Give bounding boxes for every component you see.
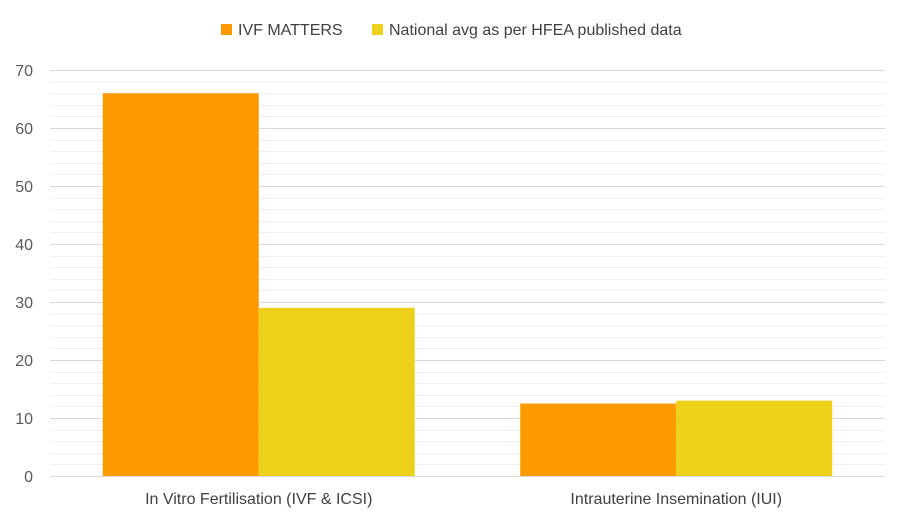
y-tick-label: 70 bbox=[15, 63, 33, 80]
y-tick-label: 20 bbox=[15, 353, 33, 370]
category-label-ivf-icsi: In Vitro Fertilisation (IVF & ICSI) bbox=[145, 491, 372, 508]
legend-swatch-national-avg bbox=[372, 24, 383, 35]
legend-label-national-avg: National avg as per HFEA published data bbox=[389, 22, 682, 39]
y-tick-label: 50 bbox=[15, 179, 33, 196]
bar-ivf-matters-1 bbox=[520, 403, 677, 476]
bars bbox=[102, 93, 833, 476]
y-axis-tick-labels: 0 10 20 30 40 50 60 70 bbox=[15, 63, 33, 486]
legend-label-ivf-matters: IVF MATTERS bbox=[238, 22, 343, 39]
bar-national-avg-0 bbox=[258, 307, 415, 476]
category-label-iui: Intrauterine Insemination (IUI) bbox=[570, 491, 782, 508]
y-tick-label: 30 bbox=[15, 295, 33, 312]
legend-swatch-ivf-matters bbox=[221, 24, 232, 35]
y-tick-label: 0 bbox=[24, 469, 33, 486]
x-axis-category-labels: In Vitro Fertilisation (IVF & ICSI) Intr… bbox=[145, 491, 782, 508]
y-tick-label: 40 bbox=[15, 237, 33, 254]
bar-national-avg-1 bbox=[676, 400, 833, 476]
legend: IVF MATTERS National avg as per HFEA pub… bbox=[221, 22, 682, 39]
y-tick-label: 10 bbox=[15, 411, 33, 428]
y-tick-label: 60 bbox=[15, 121, 33, 138]
bar-ivf-matters-0 bbox=[102, 93, 259, 476]
